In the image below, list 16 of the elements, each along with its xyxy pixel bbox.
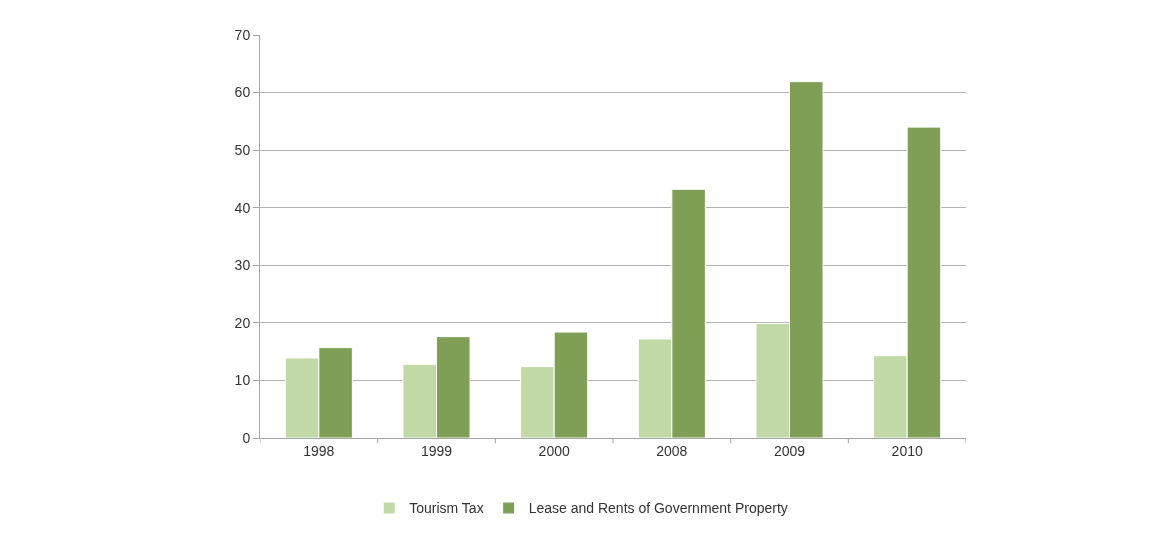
y-tick-label: 20 (234, 314, 251, 331)
y-tick-label: 10 (234, 372, 251, 389)
x-tick-label: 2009 (773, 442, 806, 459)
y-tick-label: 70 (234, 26, 251, 43)
y-tick-label: 60 (234, 84, 251, 101)
x-tick-label: 2008 (656, 442, 688, 459)
y-tick-label: 40 (234, 199, 251, 216)
legend-label: Tourism Tax (409, 500, 484, 517)
y-tick-label: 0 (242, 429, 251, 446)
x-tick-label: 2000 (538, 442, 570, 459)
x-tick-label: 1999 (420, 442, 453, 459)
y-tick-label: 30 (234, 257, 251, 274)
legend-label: Lease and Rents of Government Property (528, 500, 788, 517)
y-tick-label: 50 (234, 142, 251, 159)
x-tick-label: 1998 (303, 442, 335, 459)
x-tick-label: 2010 (891, 442, 923, 459)
